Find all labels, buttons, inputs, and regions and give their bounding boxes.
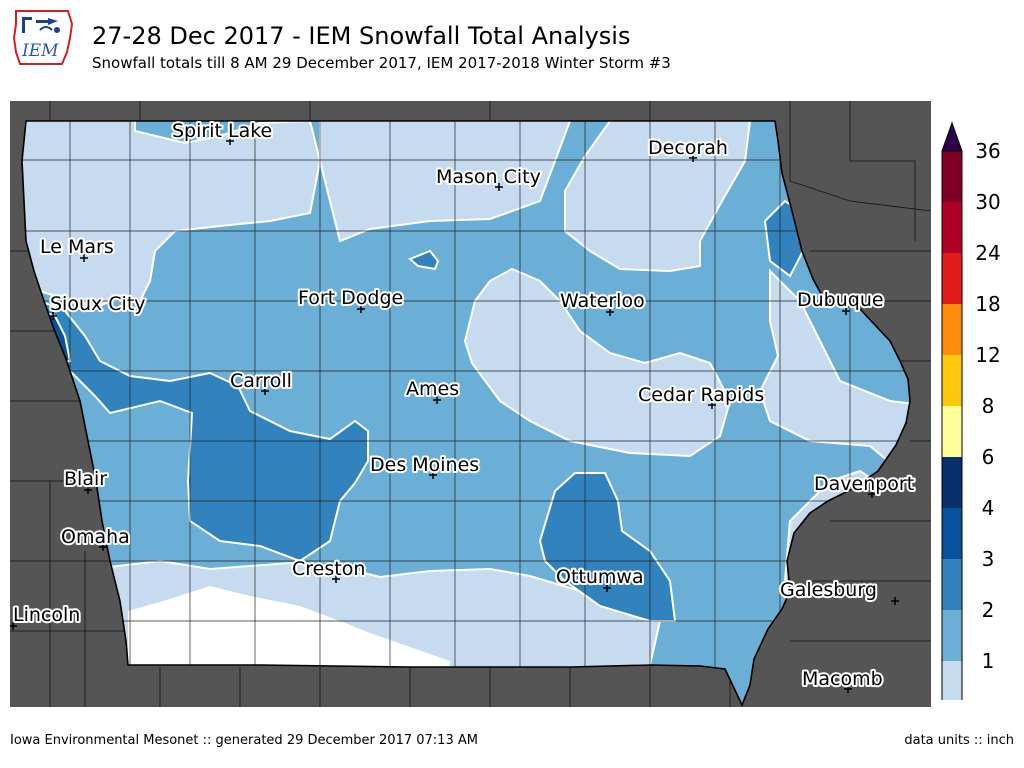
city-label-spirit-lake: Spirit Lake	[172, 120, 272, 142]
city-label-cedar-rapids: Cedar Rapids	[638, 384, 764, 406]
city-label-decorah: Decorah	[648, 137, 728, 159]
city-marker: Davenport	[812, 471, 916, 498]
legend-tick-label: 6	[982, 445, 995, 469]
legend-swatch	[942, 151, 962, 202]
band-2-3-ottumwa	[538, 472, 677, 622]
city-marker: Sioux City	[48, 291, 148, 320]
city-marker: Des Moines	[368, 452, 481, 479]
city-marker: Lincoln	[10, 602, 82, 630]
map-subtitle: Snowfall totals till 8 AM 29 December 20…	[92, 54, 671, 72]
county-lines	[22, 121, 910, 705]
legend-swatch	[942, 559, 962, 610]
legend-swatch	[942, 355, 962, 406]
city-marker: Fort Dodge	[296, 285, 405, 313]
city-layer: Spirit Lake Decorah Mason City Le Mars S…	[10, 118, 916, 693]
city-label-waterloo: Waterloo	[560, 290, 645, 312]
city-marker: Cedar Rapids	[636, 382, 766, 409]
city-marker: Dubuque	[795, 287, 886, 315]
legend-swatch	[942, 610, 962, 661]
legend-tick-label: 24	[975, 241, 1000, 265]
city-marker: Creston	[290, 556, 367, 583]
city-marker: Carroll	[228, 368, 294, 395]
city-marker: Mason City	[434, 164, 543, 191]
city-label-dubuque: Dubuque	[797, 289, 884, 311]
legend-colorbar	[941, 121, 963, 700]
legend-tick-label: 2	[982, 598, 995, 622]
legend-tick-label: 1	[982, 649, 995, 673]
city-label-ottumwa: Ottumwa	[556, 566, 644, 588]
city-marker: Ames	[404, 376, 461, 404]
footer-units: data units :: inch	[904, 733, 1014, 748]
iem-logo: IEM	[10, 8, 76, 68]
band-light-northeast	[564, 121, 752, 273]
city-label-des-moines: Des Moines	[370, 454, 479, 476]
city-marker: Waterloo	[558, 288, 647, 316]
legend-swatch	[942, 202, 962, 253]
city-label-ames: Ames	[406, 378, 459, 400]
legend-labels: 0.011234681218243036	[975, 139, 1000, 673]
legend-tick-label: 8	[982, 394, 995, 418]
legend-swatch	[942, 508, 962, 559]
snowfall-legend: 0.011234681218243036	[941, 121, 1001, 700]
band-2-3-north-spot	[408, 249, 440, 271]
city-label-fort-dodge: Fort Dodge	[298, 287, 403, 309]
snowfall-map: Spirit Lake Decorah Mason City Le Mars S…	[10, 101, 931, 707]
city-label-blair: Blair	[64, 468, 107, 490]
iowa-border	[21, 120, 911, 707]
city-label-creston: Creston	[292, 558, 365, 580]
city-label-macomb: Macomb	[802, 668, 883, 690]
svg-text:IEM: IEM	[21, 41, 59, 61]
city-marker: Macomb	[800, 666, 885, 693]
legend-tick-label: 30	[975, 190, 1000, 214]
city-label-carroll: Carroll	[230, 370, 292, 392]
band-light-north-central	[319, 121, 572, 243]
legend-tick-label: 4	[982, 496, 995, 520]
map-title: 27-28 Dec 2017 - IEM Snowfall Total Anal…	[92, 22, 631, 50]
city-marker: Ottumwa	[554, 564, 646, 592]
legend-swatch	[942, 661, 962, 700]
city-label-omaha: Omaha	[61, 526, 130, 548]
city-label-sioux-city: Sioux City	[50, 293, 146, 315]
legend-swatch	[942, 457, 962, 508]
footer-credit: Iowa Environmental Mesonet :: generated …	[10, 733, 478, 748]
legend-max-arrow	[941, 121, 963, 152]
band-light-central-east	[463, 267, 732, 458]
legend-swatch	[942, 304, 962, 355]
legend-tick-label: 12	[975, 343, 1000, 367]
legend-outline	[941, 150, 963, 700]
city-marker: Le Mars	[38, 234, 116, 262]
city-label-le-mars: Le Mars	[40, 236, 114, 258]
city-marker: Blair	[62, 466, 109, 494]
zero-snowfall-region	[128, 586, 450, 667]
legend-swatch	[942, 406, 962, 457]
city-label-galesburg: Galesburg	[780, 579, 877, 601]
city-marker: Galesburg	[778, 577, 899, 605]
legend-tick-label: 3	[982, 547, 995, 571]
iowa-outline-icon: IEM	[12, 10, 74, 65]
city-label-mason-city: Mason City	[436, 166, 541, 188]
legend-swatch	[942, 253, 962, 304]
legend-tick-label: 18	[975, 292, 1000, 316]
city-marker: Omaha	[59, 524, 132, 551]
city-marker: Decorah	[646, 135, 730, 162]
city-label-lincoln: Lincoln	[13, 604, 80, 626]
band-2-3-northwest	[38, 299, 369, 563]
city-label-davenport: Davenport	[814, 473, 914, 495]
city-marker: Spirit Lake	[170, 118, 274, 145]
legend-tick-label: 36	[975, 139, 1000, 163]
